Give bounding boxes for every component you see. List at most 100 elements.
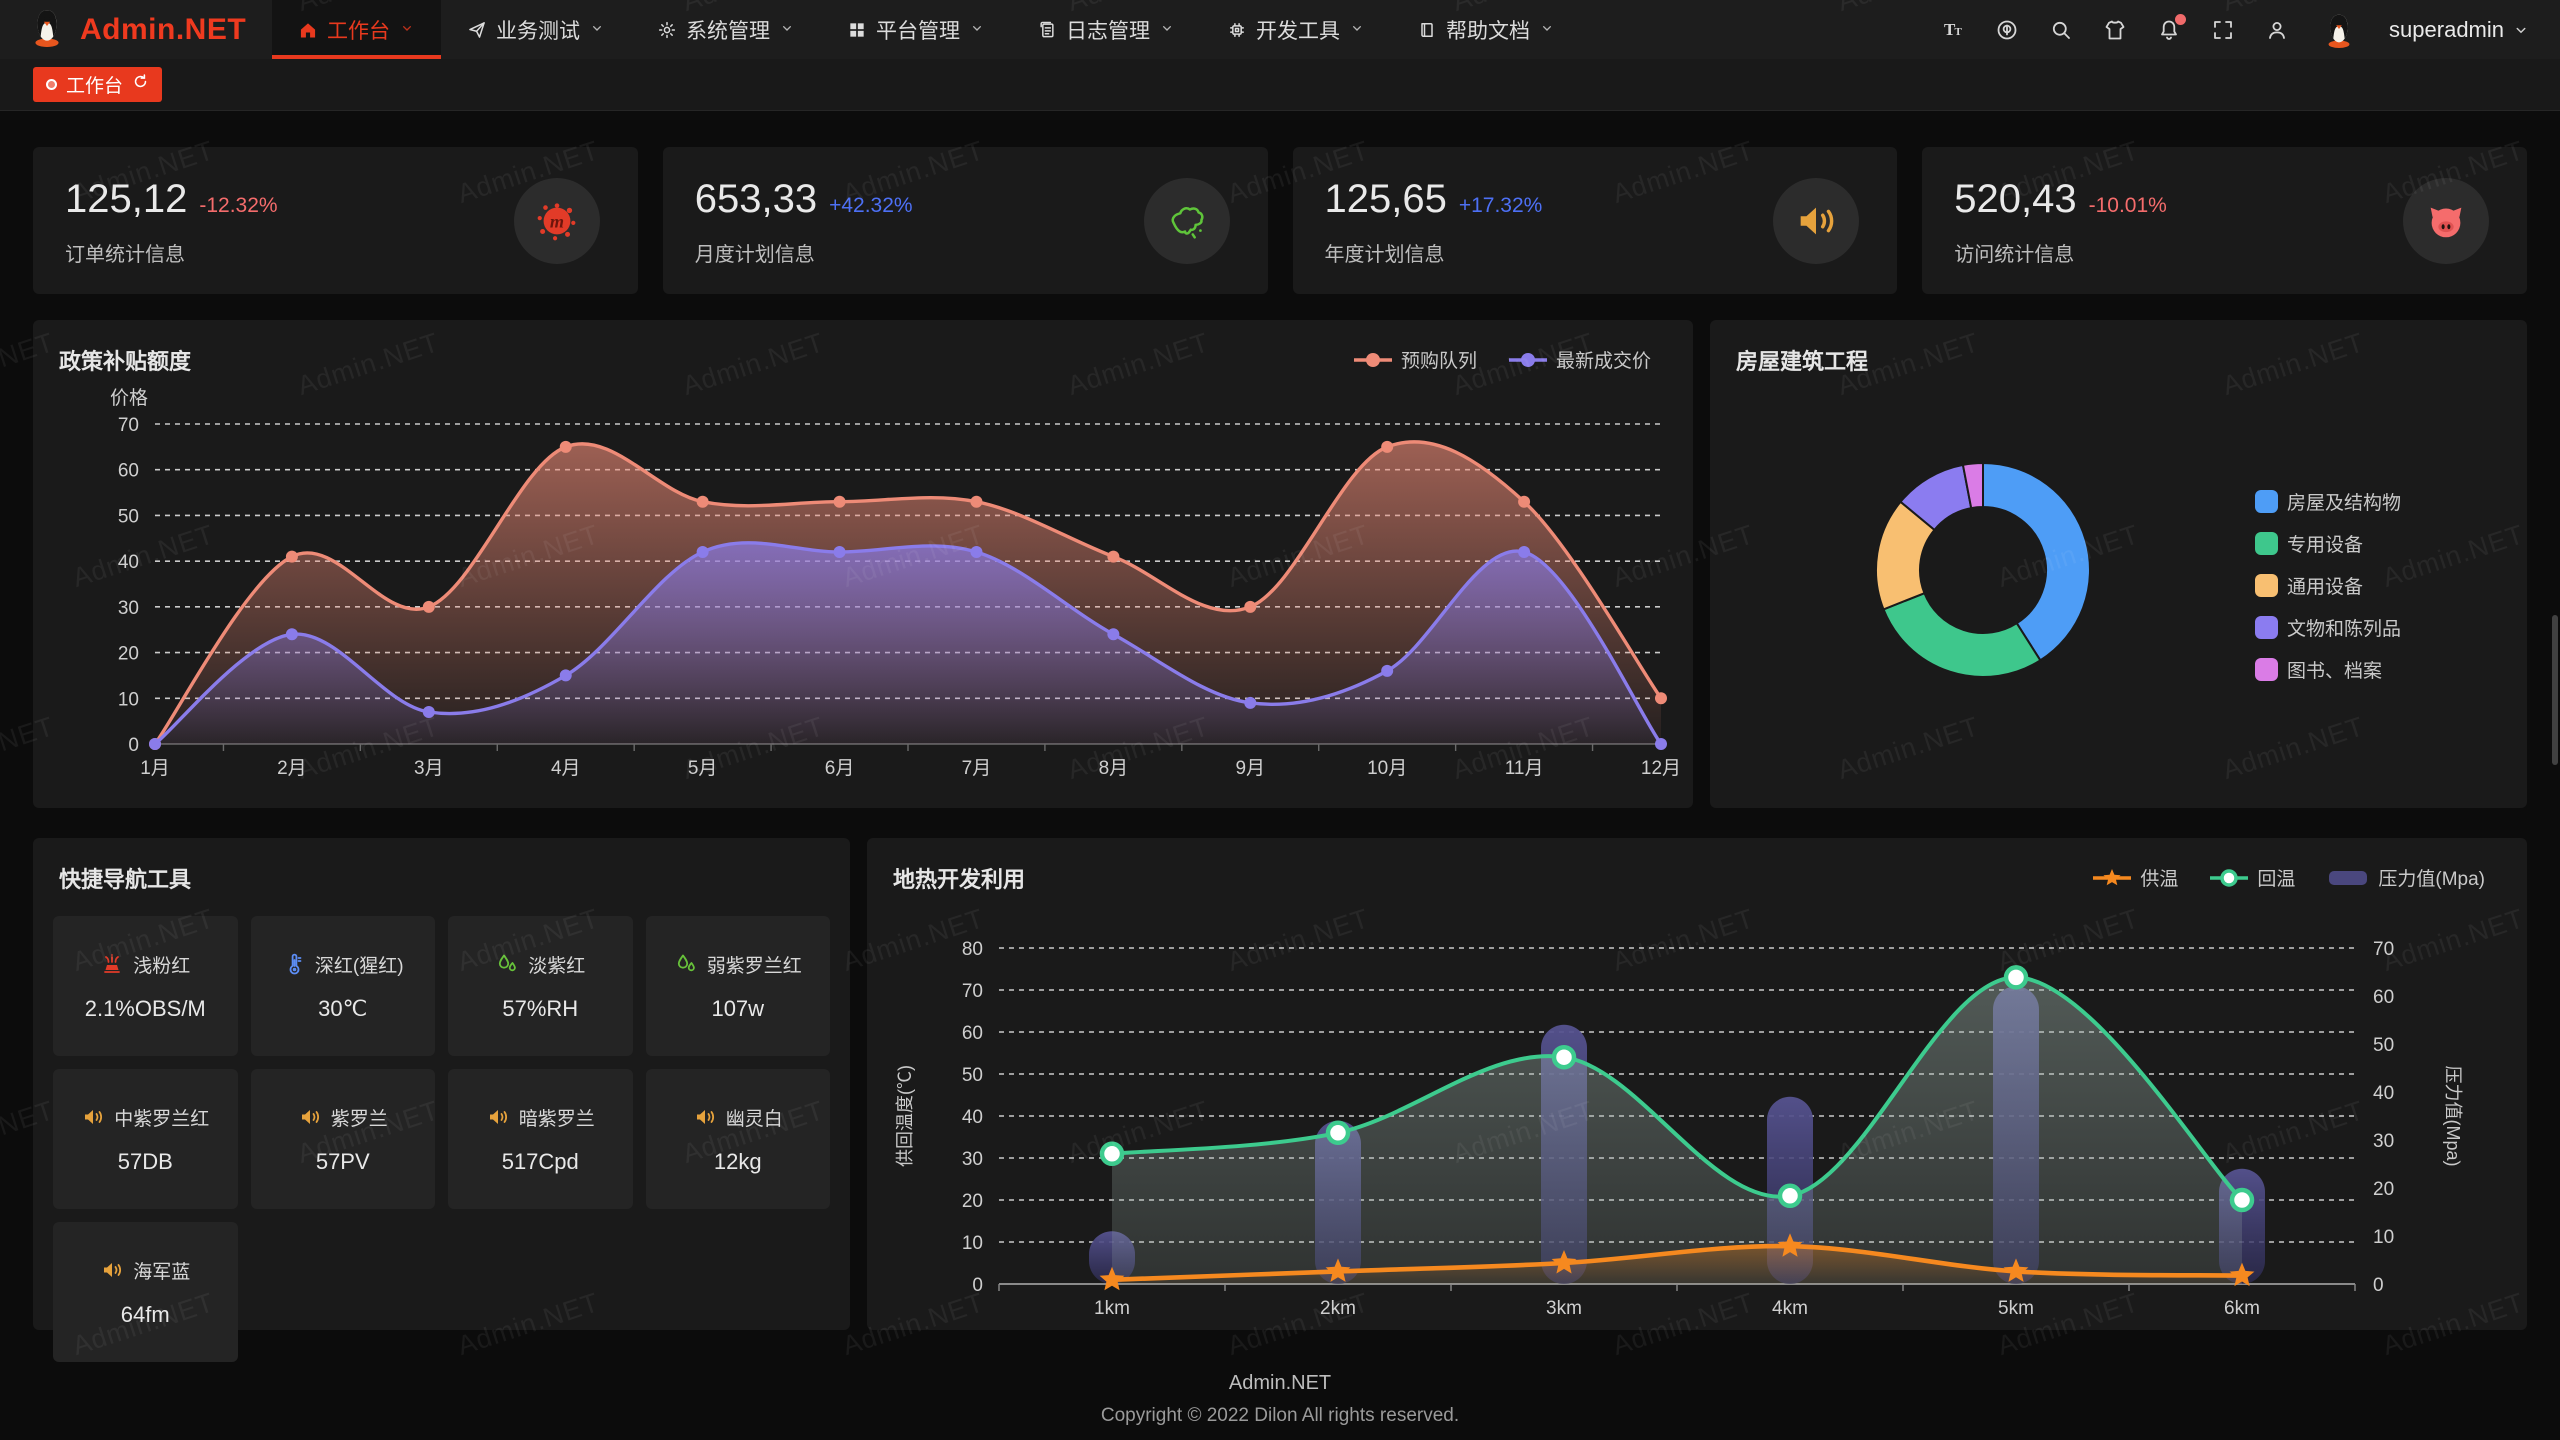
brand-logo[interactable]: Admin.NET <box>0 0 272 59</box>
data-point[interactable] <box>1107 628 1120 641</box>
username-dropdown[interactable]: superadmin <box>2389 17 2530 43</box>
data-point[interactable] <box>422 706 435 718</box>
nav-item-help-docs[interactable]: 帮助文档 <box>1391 0 1581 59</box>
fullscreen-icon[interactable] <box>2211 18 2235 42</box>
nav-item-log-admin[interactable]: 日志管理 <box>1011 0 1201 59</box>
data-point[interactable] <box>1655 692 1667 705</box>
data-point-star[interactable] <box>1325 1258 1351 1282</box>
gear-icon <box>658 21 676 38</box>
nav-item-system-admin[interactable]: 系统管理 <box>631 0 821 59</box>
tool-item[interactable]: 中紫罗兰红 57DB <box>53 1069 238 1209</box>
data-point[interactable] <box>559 440 572 453</box>
data-point[interactable] <box>696 546 709 558</box>
card-quick-tools: 快捷导航工具 浅粉红 2.1%OBS/M 深红(猩红) 30℃ 淡紫红 57%RH 弱… <box>33 838 850 1362</box>
search-icon[interactable] <box>2049 18 2073 42</box>
data-point[interactable] <box>2003 965 2029 990</box>
legend-item[interactable]: 图书、档案 <box>2255 656 2401 683</box>
theme-icon[interactable] <box>2103 18 2127 42</box>
data-point[interactable] <box>559 669 572 682</box>
data-point[interactable] <box>1518 495 1531 508</box>
stat-card: 125,12 -12.32% 订单统计信息 m <box>33 147 638 294</box>
tool-item[interactable]: 浅粉红 2.1%OBS/M <box>53 916 238 1056</box>
tool-item[interactable]: 海军蓝 64fm <box>53 1222 238 1362</box>
data-point[interactable] <box>833 546 846 558</box>
tool-item[interactable]: 暗紫罗兰 517Cpd <box>448 1069 633 1209</box>
chevron-down-icon <box>403 25 411 31</box>
tool-item[interactable]: 紫罗兰 57PV <box>250 1069 435 1209</box>
nav-item-business-test[interactable]: 业务测试 <box>441 0 631 59</box>
legend-item[interactable]: 供温 <box>2093 864 2178 891</box>
series-line-1 <box>153 541 1663 746</box>
data-point[interactable] <box>970 495 983 508</box>
legend-swatch <box>2329 870 2368 885</box>
legend-marker <box>1508 352 1547 367</box>
tool-item[interactable]: 淡紫红 57%RH <box>448 916 633 1056</box>
y-axis-name-right: 压力值(Mpa) <box>2443 1065 2463 1166</box>
data-point-star[interactable] <box>1099 1266 1125 1291</box>
scrollbar-thumb[interactable] <box>2552 615 2558 765</box>
data-point-star[interactable] <box>2229 1262 2255 1287</box>
x-tick-label: 3km <box>1546 1298 1582 1319</box>
donut-slice[interactable] <box>1982 461 2091 662</box>
data-point[interactable] <box>1381 664 1394 677</box>
nav-item-dev-tools[interactable]: 开发工具 <box>1201 0 1391 59</box>
data-point[interactable] <box>1381 440 1394 453</box>
card-policy-subsidy: 政策补贴额度 预购队列 最新成交价 价格 0 10 20 30 40 50 60 70 1月 2月 3月… <box>33 320 1693 808</box>
svg-text:m: m <box>550 211 564 231</box>
tool-item[interactable]: 弱紫罗兰红 107w <box>645 916 830 1056</box>
nav-item-platform-admin[interactable]: 平台管理 <box>821 0 1011 59</box>
data-point[interactable] <box>1244 600 1257 613</box>
nav-item-workbench[interactable]: 工作台 <box>272 0 441 59</box>
tool-value: 107w <box>711 995 765 1021</box>
data-point-star[interactable] <box>2003 1258 2029 1282</box>
bell-icon[interactable] <box>2157 13 2187 42</box>
data-point[interactable] <box>1518 546 1531 558</box>
refresh-icon[interactable] <box>132 73 149 96</box>
data-point[interactable] <box>833 495 846 508</box>
donut-chart[interactable] <box>1828 415 2138 725</box>
data-point[interactable] <box>2229 1187 2255 1213</box>
data-point[interactable] <box>1655 738 1667 750</box>
user-icon[interactable] <box>2265 18 2289 42</box>
dual-axis-chart[interactable]: 0 10 20 30 40 50 60 70 80 0 10 20 30 40 50 60 70 供回温度(℃) 压… <box>877 898 2497 1328</box>
data-point[interactable] <box>422 600 435 613</box>
data-point-star[interactable] <box>1551 1250 1577 1274</box>
donut-slice[interactable] <box>1961 461 1984 510</box>
legend-item[interactable]: 房屋及结构物 <box>2255 488 2401 515</box>
legend-item[interactable]: 专用设备 <box>2255 530 2401 557</box>
language-icon[interactable] <box>1995 18 2019 42</box>
data-point[interactable] <box>1099 1141 1125 1167</box>
tool-item[interactable]: 深红(猩红) 30℃ <box>250 916 435 1056</box>
donut-slice[interactable] <box>1882 591 2042 678</box>
x-tick-label: 7月 <box>962 758 992 779</box>
chevron-down-icon <box>783 25 791 31</box>
data-point[interactable] <box>1107 550 1120 563</box>
y-tick-label-left: 10 <box>962 1233 983 1254</box>
data-point-star[interactable] <box>1777 1233 1803 1257</box>
data-point[interactable] <box>285 628 298 641</box>
legend-item[interactable]: 文物和陈列品 <box>2255 614 2401 641</box>
data-point[interactable] <box>1325 1120 1351 1146</box>
area-chart[interactable]: 价格 0 10 20 30 40 50 60 70 1月 2月 3月 4月 5月 6月 7月 8月 9月 10月 11… <box>33 376 1693 786</box>
data-point[interactable] <box>285 550 298 563</box>
legend-item[interactable]: 通用设备 <box>2255 572 2401 599</box>
search-icon <box>2052 21 2070 39</box>
series-line-0 <box>153 440 1663 746</box>
tool-item[interactable]: 幽灵白 12kg <box>645 1069 830 1209</box>
user-avatar[interactable] <box>2319 10 2359 50</box>
data-point[interactable] <box>1244 696 1257 709</box>
data-point[interactable] <box>1551 1044 1577 1070</box>
data-point[interactable] <box>696 495 709 508</box>
legend-item[interactable]: 最新成交价 <box>1508 346 1651 373</box>
legend-item[interactable]: 预购队列 <box>1353 346 1477 373</box>
tool-value: 12kg <box>713 1148 762 1174</box>
data-point[interactable] <box>149 738 161 750</box>
data-point[interactable] <box>1777 1183 1803 1209</box>
tab-workbench[interactable]: 工作台 <box>33 67 163 102</box>
legend-item[interactable]: 回温 <box>2210 864 2295 891</box>
y-tick-label-left: 50 <box>962 1065 983 1086</box>
data-point[interactable] <box>970 546 983 558</box>
legend-item[interactable]: 压力值(Mpa) <box>2327 864 2485 891</box>
stat-value: 520,43 <box>1954 177 2077 221</box>
